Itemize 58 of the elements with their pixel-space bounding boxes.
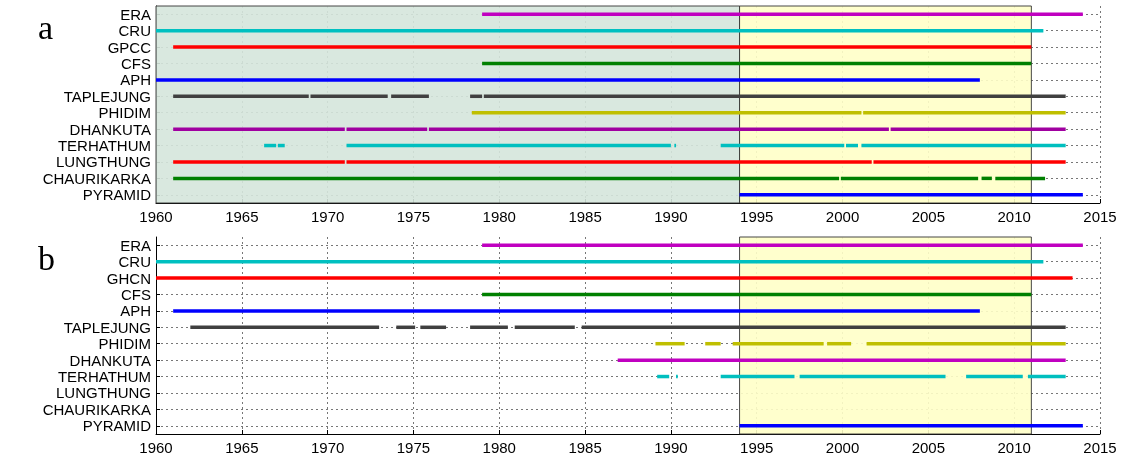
- x-tick-label: 1975: [396, 439, 431, 456]
- x-tick-label: 1990: [654, 439, 688, 456]
- y-tick-label: APH: [120, 302, 151, 320]
- bar: [173, 309, 980, 313]
- y-tick-label: CFS: [121, 54, 151, 72]
- y-tick-label: LUNGTHUNG: [55, 384, 151, 402]
- x-tick-label: 2005: [911, 208, 946, 225]
- x-tick-label: 1990: [654, 208, 688, 225]
- bar: [617, 358, 1066, 362]
- y-tick-label: TERHATHUM: [57, 368, 151, 386]
- x-tick-label: 2000: [825, 208, 860, 225]
- bar: [739, 424, 1083, 428]
- x-tick-label: 1995: [740, 208, 774, 225]
- text: b: [38, 239, 55, 277]
- y-tick-label: CRU: [118, 253, 151, 271]
- y-tick-label: CHAURIKARKA: [42, 400, 151, 418]
- x-tick-label: 2015: [1083, 439, 1117, 456]
- y-tick-label: PYRAMID: [82, 417, 152, 435]
- y-tick-label: DHANKUTA: [69, 351, 151, 369]
- x-tick-label: 1975: [396, 208, 431, 225]
- bar: [739, 193, 1083, 197]
- y-tick-label: APH: [120, 71, 151, 89]
- x-tick-label: 1960: [139, 208, 173, 225]
- y-tick-label: PHIDIM: [98, 335, 151, 353]
- y-tick-label: DHANKUTA: [69, 120, 151, 138]
- y-tick-label: GPCC: [107, 38, 152, 56]
- x-tick-label: 1995: [740, 439, 774, 456]
- bar: [482, 243, 1083, 247]
- x-tick-label: 1965: [225, 208, 259, 225]
- y-tick-label: PHIDIM: [98, 104, 151, 122]
- x-tick-label: 2000: [825, 439, 860, 456]
- x-tick-label: 2015: [1083, 208, 1117, 225]
- x-tick-label: 1965: [225, 439, 259, 456]
- x-tick-label: 1980: [482, 208, 516, 225]
- y-tick-label: ERA: [120, 236, 151, 254]
- text: a: [38, 8, 54, 46]
- x-tick-label: 2010: [997, 439, 1031, 456]
- x-tick-label: 1980: [482, 439, 516, 456]
- x-tick-label: 2005: [911, 439, 946, 456]
- y-tick-label: TERHATHUM: [57, 137, 151, 155]
- x-tick-label: 1970: [310, 439, 345, 456]
- bar: [156, 78, 980, 82]
- y-tick-label: GHCN: [106, 269, 151, 287]
- x-tick-label: 1985: [568, 208, 602, 225]
- y-tick-label: CRU: [118, 22, 151, 40]
- x-tick-label: 1970: [310, 208, 345, 225]
- y-tick-label: ERA: [120, 5, 151, 23]
- y-tick-label: TAPLEJUNG: [63, 87, 151, 105]
- y-tick-label: TAPLEJUNG: [63, 318, 151, 336]
- bar: [482, 12, 1083, 16]
- bar: [156, 276, 1073, 280]
- x-tick-label: 1960: [139, 439, 173, 456]
- y-tick-label: CHAURIKARKA: [42, 169, 151, 187]
- y-tick-label: CFS: [121, 285, 151, 303]
- x-tick-label: 1985: [568, 439, 602, 456]
- y-tick-label: PYRAMID: [82, 186, 152, 204]
- y-tick-label: LUNGTHUNG: [55, 153, 151, 171]
- x-tick-label: 2010: [997, 208, 1031, 225]
